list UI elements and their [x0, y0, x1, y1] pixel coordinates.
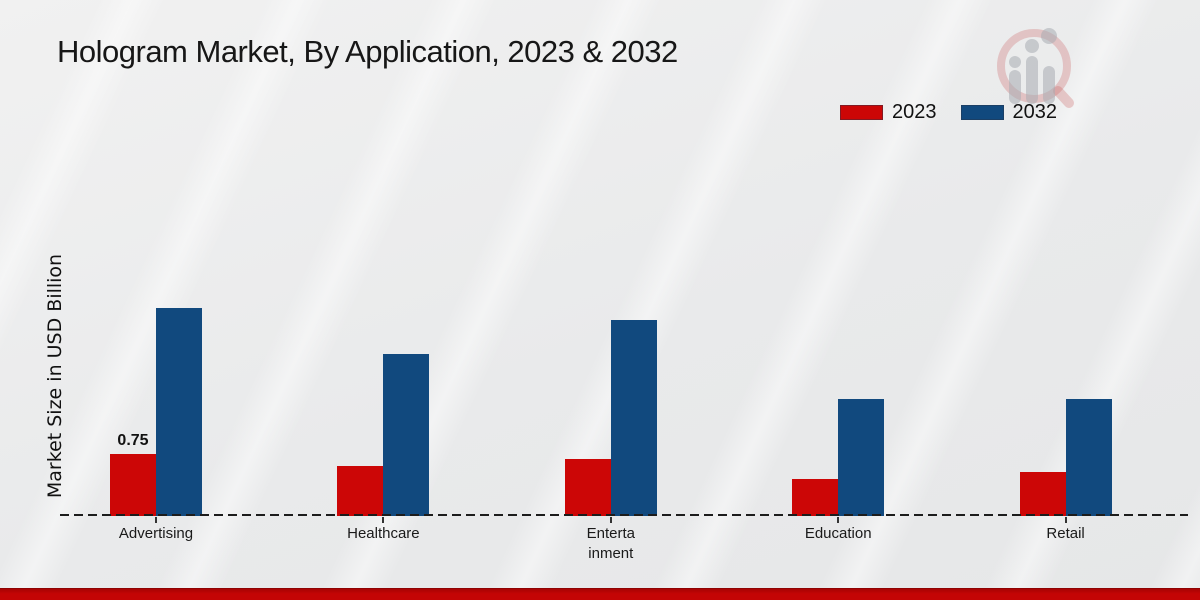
legend-swatch-2032 — [960, 105, 1004, 120]
x-label-entertainment: Enterta inment — [586, 525, 635, 562]
x-tick-advertising — [155, 517, 157, 523]
bar-2023-education — [792, 478, 839, 516]
bar-2032-education — [838, 399, 885, 516]
legend-label-2032: 2032 — [1012, 101, 1058, 123]
bar-2023-retail — [1019, 471, 1066, 516]
bar-2032-healthcare — [383, 353, 430, 516]
x-label-retail: Retail — [1046, 525, 1085, 542]
legend-label-2023: 2023 — [892, 101, 937, 123]
x-tick-retail — [1064, 517, 1067, 523]
x-axis-baseline — [60, 514, 1188, 516]
bar-2032-retail — [1065, 399, 1112, 516]
bar-2032-entertainment — [610, 320, 657, 516]
legend: 2023 2032 — [840, 101, 1057, 124]
x-label-healthcare: Healthcare — [347, 525, 420, 542]
x-label-education: Education — [804, 525, 872, 542]
magnifier-bar-chart-logo-icon — [997, 28, 1074, 108]
footer-accent-bar — [0, 588, 1200, 600]
x-tick-education — [837, 517, 840, 523]
bar-2023-entertainment — [564, 459, 611, 516]
bar-2032-advertising — [156, 307, 202, 516]
bar-value-label-2023-advertising: 0.75 — [117, 431, 149, 449]
x-label-advertising: Advertising — [118, 525, 194, 542]
bar-2023-healthcare — [337, 466, 384, 516]
legend-item-2023: 2023 — [840, 101, 937, 124]
x-tick-healthcare — [382, 517, 385, 523]
x-tick-entertainment — [609, 517, 612, 523]
chart-title: Hologram Market, By Application, 2023 & … — [57, 34, 678, 69]
bar-2023-advertising — [110, 453, 156, 516]
legend-item-2032: 2032 — [960, 101, 1058, 124]
legend-swatch-2023 — [840, 105, 883, 120]
